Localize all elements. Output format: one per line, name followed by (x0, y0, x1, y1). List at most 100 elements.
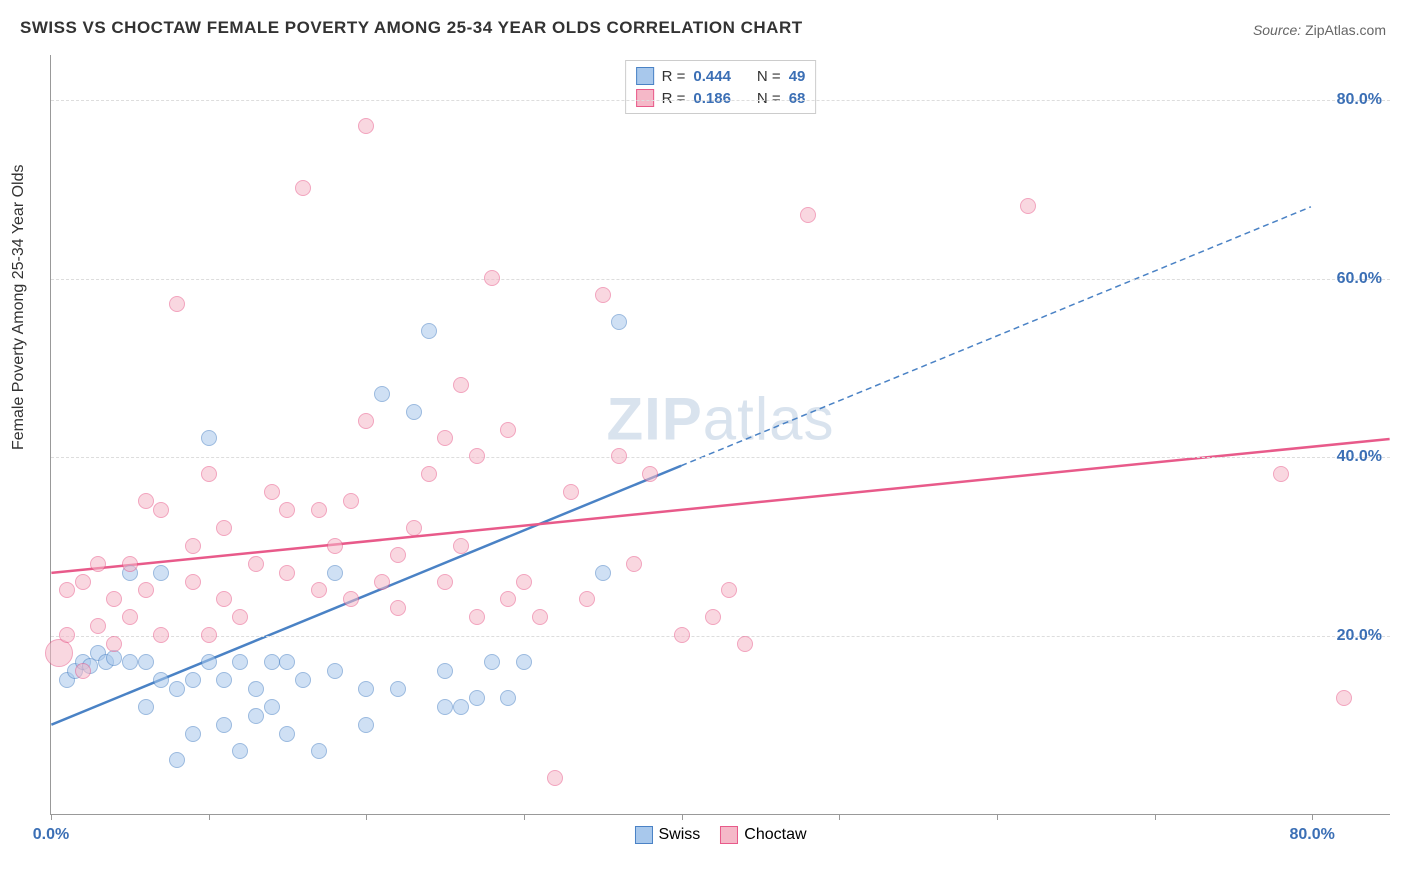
legend-n-value: 68 (789, 90, 806, 107)
data-point (59, 627, 75, 643)
plot-area: ZIPatlas R =0.444N =49R =0.186N =68 Swis… (50, 55, 1390, 815)
data-point (500, 591, 516, 607)
data-point (295, 180, 311, 196)
legend-row: R =0.444N =49 (636, 65, 806, 87)
data-point (547, 770, 563, 786)
legend-r-label: R = (662, 68, 686, 85)
data-point (45, 639, 73, 667)
data-point (374, 574, 390, 590)
data-point (248, 708, 264, 724)
data-point (106, 636, 122, 652)
data-point (201, 466, 217, 482)
data-point (122, 609, 138, 625)
watermark-part1: ZIP (606, 386, 702, 453)
data-point (279, 654, 295, 670)
x-tick (1312, 814, 1313, 820)
data-point (138, 654, 154, 670)
data-point (201, 654, 217, 670)
data-point (264, 484, 280, 500)
x-tick (366, 814, 367, 820)
legend-series-item: Choctaw (720, 826, 806, 844)
data-point (358, 413, 374, 429)
data-point (153, 672, 169, 688)
source-prefix: Source: (1253, 22, 1305, 38)
x-tick-label: 0.0% (33, 826, 69, 844)
data-point (611, 448, 627, 464)
data-point (642, 466, 658, 482)
data-point (500, 690, 516, 706)
data-point (800, 207, 816, 223)
y-axis-label: Female Poverty Among 25-34 Year Olds (10, 165, 28, 451)
data-point (75, 574, 91, 590)
legend-swatch (636, 67, 654, 85)
data-point (484, 654, 500, 670)
data-point (705, 609, 721, 625)
data-point (721, 582, 737, 598)
data-point (469, 690, 485, 706)
data-point (343, 591, 359, 607)
data-point (185, 672, 201, 688)
data-point (216, 672, 232, 688)
data-point (1273, 466, 1289, 482)
x-tick (997, 814, 998, 820)
y-tick-label: 80.0% (1337, 91, 1382, 109)
data-point (500, 422, 516, 438)
data-point (106, 591, 122, 607)
data-point (421, 323, 437, 339)
data-point (437, 699, 453, 715)
data-point (248, 681, 264, 697)
x-tick (839, 814, 840, 820)
watermark: ZIPatlas (606, 385, 834, 454)
data-point (295, 672, 311, 688)
data-point (516, 574, 532, 590)
gridline (51, 100, 1390, 101)
data-point (201, 627, 217, 643)
legend-n-label: N = (757, 90, 781, 107)
data-point (437, 574, 453, 590)
data-point (232, 743, 248, 759)
source-name: ZipAtlas.com (1305, 22, 1386, 38)
data-point (264, 654, 280, 670)
data-point (453, 699, 469, 715)
legend-series-label: Choctaw (744, 826, 806, 844)
data-point (358, 717, 374, 733)
data-point (232, 609, 248, 625)
data-point (90, 556, 106, 572)
data-point (153, 565, 169, 581)
legend-r-label: R = (662, 90, 686, 107)
data-point (169, 752, 185, 768)
data-point (674, 627, 690, 643)
legend-row: R =0.186N =68 (636, 87, 806, 109)
data-point (279, 726, 295, 742)
data-point (169, 296, 185, 312)
watermark-part2: atlas (703, 386, 835, 453)
data-point (453, 538, 469, 554)
data-point (248, 556, 264, 572)
source-citation: Source: ZipAtlas.com (1253, 22, 1386, 38)
data-point (374, 386, 390, 402)
data-point (279, 565, 295, 581)
x-tick (524, 814, 525, 820)
data-point (264, 699, 280, 715)
legend-series-label: Swiss (658, 826, 700, 844)
data-point (626, 556, 642, 572)
legend-series-item: Swiss (634, 826, 700, 844)
data-point (390, 600, 406, 616)
x-tick (51, 814, 52, 820)
data-point (595, 565, 611, 581)
data-point (532, 609, 548, 625)
data-point (390, 547, 406, 563)
x-tick (1155, 814, 1156, 820)
data-point (516, 654, 532, 670)
data-point (122, 654, 138, 670)
data-point (406, 404, 422, 420)
data-point (437, 663, 453, 679)
data-point (421, 466, 437, 482)
data-point (358, 681, 374, 697)
data-point (138, 699, 154, 715)
legend-swatch (720, 826, 738, 844)
y-tick-label: 60.0% (1337, 270, 1382, 288)
data-point (595, 287, 611, 303)
data-point (75, 663, 91, 679)
gridline (51, 279, 1390, 280)
